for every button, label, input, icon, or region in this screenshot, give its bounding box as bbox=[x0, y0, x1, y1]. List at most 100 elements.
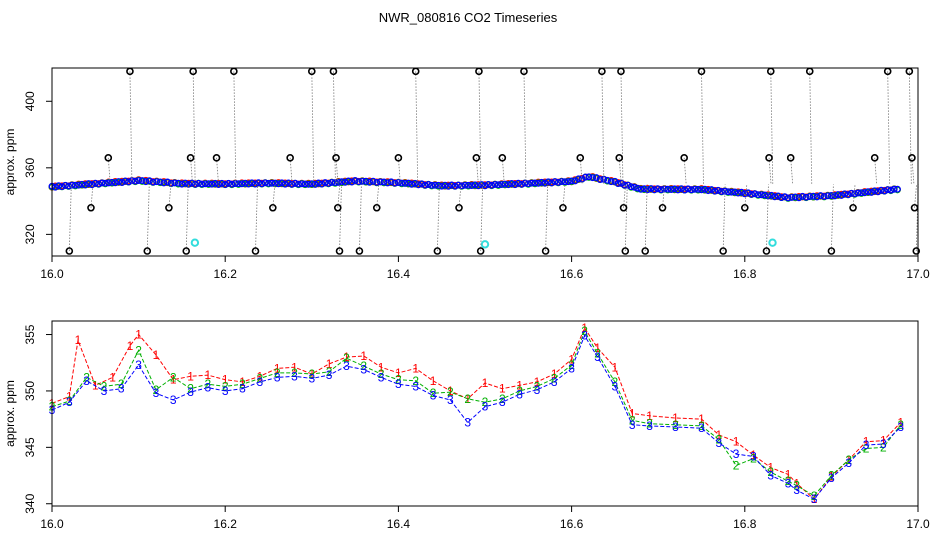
flag-connector bbox=[478, 71, 482, 185]
data-point bbox=[71, 181, 79, 189]
data-point bbox=[208, 180, 216, 188]
data-point bbox=[687, 186, 695, 194]
data-point bbox=[404, 179, 412, 187]
data-point bbox=[621, 247, 630, 255]
data-point bbox=[143, 247, 152, 255]
data-point bbox=[108, 178, 116, 186]
data-point bbox=[851, 190, 859, 198]
series-marker-label: 2 bbox=[499, 392, 506, 406]
data-point bbox=[799, 192, 806, 200]
series-marker-label: 3 bbox=[715, 436, 722, 450]
data-point bbox=[438, 182, 446, 190]
series-line bbox=[51, 330, 902, 497]
series-marker-label: 2 bbox=[863, 441, 870, 455]
series-marker-label: 1 bbox=[109, 370, 116, 384]
top-panel: 320 360 400 16.0 16.2 16.4 16.6 16.8 17.0 appro… bbox=[3, 67, 930, 281]
data-point bbox=[731, 188, 739, 196]
flag-connector bbox=[216, 157, 219, 185]
flag-connector bbox=[192, 71, 196, 185]
data-point bbox=[806, 193, 814, 201]
data-point bbox=[491, 180, 499, 188]
series-marker-label: 3 bbox=[594, 350, 601, 364]
series-marker-label: 3 bbox=[395, 377, 402, 391]
data-point bbox=[315, 179, 322, 187]
data-point bbox=[305, 180, 312, 188]
data-point bbox=[634, 184, 642, 192]
flag-connector bbox=[129, 71, 133, 185]
series-marker-label: 1 bbox=[326, 357, 333, 371]
flag-connector bbox=[623, 184, 626, 208]
top-panel-x-axis: 16.0 16.2 16.4 16.6 16.8 17.0 bbox=[40, 256, 930, 281]
series-marker-label: 3 bbox=[551, 375, 558, 389]
data-point bbox=[178, 180, 186, 188]
data-point bbox=[824, 192, 832, 200]
series-marker-label: 1 bbox=[153, 348, 160, 362]
data-point bbox=[394, 179, 402, 187]
x-tick-label: 17.0 bbox=[906, 267, 930, 281]
series-marker-label: 3 bbox=[412, 379, 419, 393]
x-tick-label: 16.0 bbox=[40, 267, 64, 281]
data-point bbox=[88, 181, 96, 189]
x-tick-label: 16.8 bbox=[733, 267, 757, 281]
data-point bbox=[461, 181, 469, 189]
data-point bbox=[295, 180, 302, 188]
data-point bbox=[708, 186, 715, 194]
data-point bbox=[286, 154, 294, 162]
data-point bbox=[576, 154, 585, 162]
data-point bbox=[820, 193, 828, 201]
data-point bbox=[91, 179, 99, 187]
data-point bbox=[198, 180, 206, 188]
series-marker-label: 3 bbox=[698, 421, 705, 435]
flag-connector bbox=[790, 157, 794, 185]
data-point bbox=[508, 180, 516, 187]
data-point bbox=[433, 247, 442, 255]
flag-connector bbox=[289, 157, 293, 185]
flag-connector bbox=[852, 184, 856, 208]
data-point bbox=[795, 194, 803, 202]
data-point bbox=[827, 247, 836, 255]
data-point bbox=[817, 192, 825, 200]
data-point bbox=[867, 188, 875, 196]
flag-connector bbox=[90, 184, 94, 208]
data-point bbox=[478, 181, 486, 188]
data-point bbox=[762, 247, 771, 255]
series-marker-label: 3 bbox=[581, 329, 588, 343]
series-marker-label: 3 bbox=[828, 471, 835, 485]
data-point bbox=[373, 179, 381, 186]
series-marker-label: 2 bbox=[187, 382, 194, 396]
data-point bbox=[740, 203, 749, 212]
data-point bbox=[912, 247, 921, 255]
data-point bbox=[854, 189, 862, 197]
data-point bbox=[311, 181, 319, 188]
flag-connector bbox=[831, 184, 834, 252]
data-point bbox=[592, 174, 600, 181]
flag-connector bbox=[620, 71, 624, 185]
data-point bbox=[366, 178, 373, 186]
series-marker-label: 1 bbox=[430, 374, 437, 388]
series-marker-label: 1 bbox=[767, 461, 774, 475]
series-marker-label: 3 bbox=[135, 358, 142, 372]
series-marker-label: 3 bbox=[308, 372, 315, 386]
flag-connector bbox=[333, 71, 336, 185]
data-point bbox=[751, 190, 759, 198]
data-point bbox=[464, 181, 472, 189]
data-point bbox=[391, 179, 399, 187]
series-marker-label: 3 bbox=[360, 363, 367, 377]
series-marker-label: 3 bbox=[811, 492, 818, 506]
series-marker-label: 2 bbox=[594, 347, 601, 361]
data-point bbox=[518, 180, 526, 188]
data-point bbox=[171, 179, 179, 187]
series-marker-label: 2 bbox=[135, 343, 142, 357]
flag-connector bbox=[911, 157, 915, 185]
series-marker-label: 3 bbox=[646, 419, 653, 433]
series-marker-label: 2 bbox=[698, 419, 705, 433]
series-marker-label: 1 bbox=[551, 367, 558, 381]
data-point bbox=[61, 181, 69, 189]
series-marker-label: 2 bbox=[767, 465, 774, 479]
data-point bbox=[694, 185, 702, 193]
flag-connector bbox=[233, 71, 237, 185]
data-point bbox=[680, 154, 688, 162]
data-point bbox=[125, 178, 133, 186]
data-point bbox=[761, 191, 769, 199]
